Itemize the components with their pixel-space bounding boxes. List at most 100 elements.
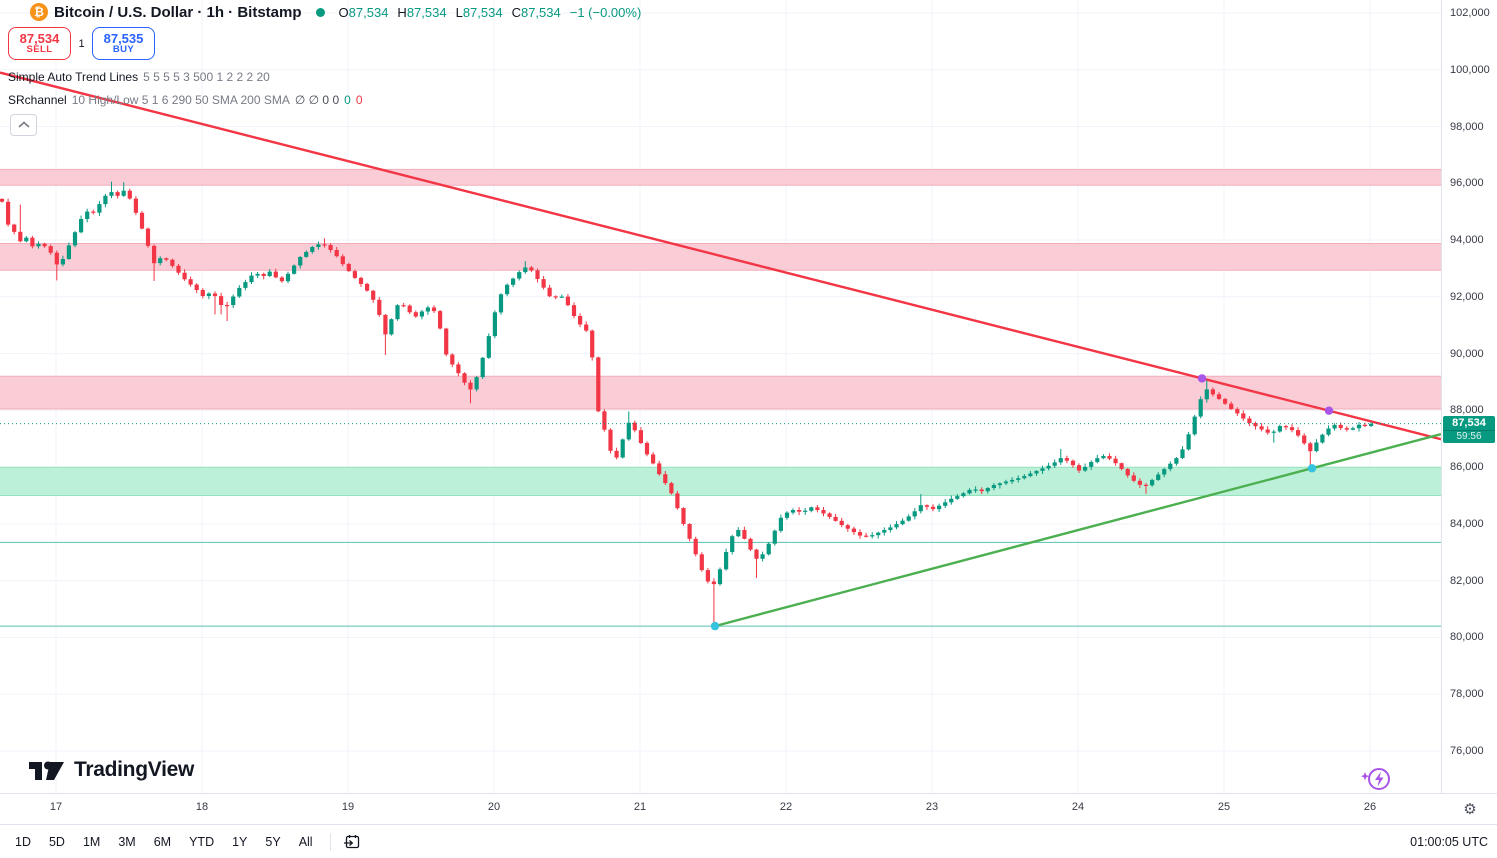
price-tick-label: 80,000 (1450, 631, 1484, 644)
candle (419, 311, 424, 317)
candle (505, 284, 510, 295)
candle (523, 267, 528, 273)
price-tick-label: 78,000 (1450, 688, 1484, 701)
candle (1034, 470, 1039, 474)
trendline-marker[interactable] (1197, 374, 1207, 383)
candle (279, 277, 284, 282)
candle (121, 190, 126, 196)
candle (444, 328, 449, 355)
candle (91, 211, 96, 213)
candle (748, 538, 753, 550)
trendline-marker[interactable] (1324, 406, 1334, 415)
range-button-1m[interactable]: 1M (82, 834, 101, 849)
auto-refresh-flash-icon[interactable] (1358, 764, 1394, 794)
tradingview-logo[interactable]: TradingView (28, 755, 194, 785)
trendline-marker[interactable] (1307, 464, 1317, 473)
buy-button[interactable]: 87,535 BUY (92, 27, 155, 60)
time-tick-label: 17 (49, 801, 63, 813)
candle (371, 290, 376, 300)
candle (608, 429, 613, 451)
candle (1369, 423, 1374, 426)
candle (1210, 389, 1215, 395)
go-to-date-button[interactable] (339, 830, 365, 854)
candle (298, 257, 303, 266)
time-tick-label: 23 (925, 801, 939, 813)
candle (596, 357, 601, 412)
chart-area[interactable]: ₿ Bitcoin / U.S. Dollar · 1h · Bitstamp … (0, 0, 1441, 793)
time-tick-label: 21 (633, 801, 647, 813)
candle (1046, 465, 1051, 469)
price-axis[interactable]: 102,000 100,000 98,000 96,000 94,000 92,000 90… (1441, 0, 1497, 793)
market-status-icon[interactable] (315, 7, 325, 17)
range-button-6m[interactable]: 6M (153, 834, 172, 849)
candle (0, 198, 5, 202)
settings-gear-icon[interactable]: ⚙ (1463, 801, 1477, 818)
candle (790, 510, 796, 513)
range-button-1y[interactable]: 1Y (232, 834, 248, 849)
candle (1204, 389, 1209, 400)
range-button-all[interactable]: All (298, 834, 313, 849)
candle (772, 530, 777, 544)
candle (1107, 456, 1112, 459)
candle (651, 454, 656, 464)
candle (955, 496, 960, 499)
candle (724, 552, 729, 570)
candle (1089, 462, 1094, 467)
candle (827, 513, 832, 517)
candle (1192, 416, 1197, 435)
candle (693, 538, 698, 555)
trendline-marker[interactable] (710, 621, 720, 631)
candle (876, 532, 881, 536)
candle (480, 357, 485, 378)
candle (1064, 458, 1069, 461)
range-button-1d[interactable]: 1D (15, 834, 31, 849)
candle (6, 201, 11, 225)
candle (1253, 423, 1258, 427)
candle (1076, 465, 1082, 471)
candle (273, 271, 278, 278)
candle (1028, 473, 1033, 477)
toolbar-divider (329, 832, 331, 851)
support-zone (0, 467, 1441, 496)
price-tick-label: 88,000 (1450, 404, 1484, 417)
candle (133, 198, 138, 213)
candle (462, 373, 467, 383)
candle (395, 305, 400, 320)
candle (687, 524, 692, 539)
candle (1320, 434, 1325, 443)
range-button-ytd[interactable]: YTD (189, 834, 215, 849)
legend-item-trend-lines[interactable]: Simple Auto Trend Lines 5 5 5 5 3 500 1 … (8, 70, 270, 84)
time-axis[interactable]: 17 18 19 20 21 22 23 24 25 26 ⚙ (0, 793, 1497, 824)
candle (97, 204, 102, 213)
candle (864, 535, 869, 537)
legend-item-srchannel[interactable]: SRchannel 10 High/Low 5 1 6 290 50 SMA 2… (8, 93, 363, 107)
price-chart[interactable] (0, 0, 1441, 793)
candle (1022, 476, 1027, 479)
server-clock[interactable]: 01:00:05 UTC (1410, 835, 1488, 849)
range-button-3m[interactable]: 3M (118, 834, 136, 849)
bottom-toolbar: 1D 5D 1M 3M 6M YTD 1Y 5Y All 01:00:05 UTC (0, 824, 1497, 858)
sell-button[interactable]: 87,534 SELL (8, 27, 71, 60)
candle (681, 508, 686, 524)
calendar-icon (344, 834, 360, 848)
tradingview-logo-text: TradingView (74, 758, 195, 781)
time-tick-label: 25 (1217, 801, 1231, 813)
candle (182, 272, 187, 280)
price-tick-label: 86,000 (1450, 461, 1484, 474)
range-button-5y[interactable]: 5Y (265, 834, 281, 849)
candle (888, 527, 893, 530)
range-button-5d[interactable]: 5D (48, 834, 65, 849)
candle (1016, 478, 1021, 480)
candle (1058, 458, 1063, 463)
collapse-legend-button[interactable] (10, 114, 37, 136)
symbol-title[interactable]: Bitcoin / U.S. Dollar · 1h · Bitstamp (54, 3, 302, 21)
trendline-ascending-support[interactable] (714, 432, 1441, 628)
price-tick-label: 96,000 (1450, 177, 1484, 190)
candle (1137, 480, 1142, 485)
candle (36, 243, 41, 247)
candle (1289, 427, 1295, 431)
candle (1314, 442, 1319, 452)
chevron-up-icon (17, 121, 30, 128)
candle (72, 232, 78, 246)
